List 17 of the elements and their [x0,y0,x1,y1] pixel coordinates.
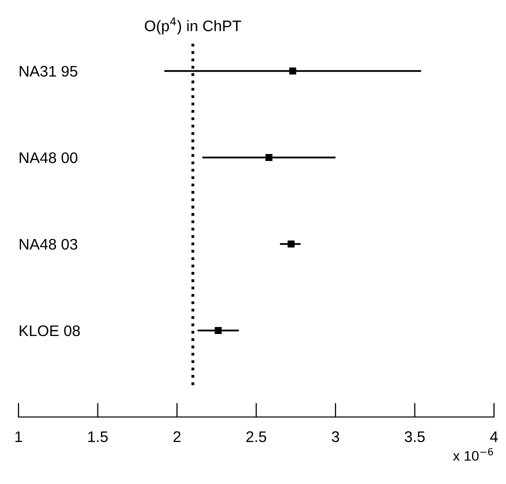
x-tick-label: 1 [15,431,22,442]
y-tick-label: NA48 00 [20,152,78,164]
point [265,154,272,161]
point [288,240,295,248]
x-tick-label: 3.5 [404,431,425,442]
ref-line-label: O(p$^{4}$) in ChPT [144,18,242,34]
x-tick-label: 4 [490,431,498,442]
x-tick-label: 2 [174,431,180,442]
y-tick-label: KLOE 08 [20,325,80,336]
x-tick-label: 1.5 [88,431,108,442]
y-tick-label: NA31 95 [20,66,78,77]
point [289,68,296,74]
x-tick-label: 2.5 [246,431,266,442]
point [214,327,222,334]
x-tick-label: 3 [332,431,340,442]
x-axis-title: x 10$^{−6}$ [453,448,493,461]
y-tick-label: NA48 03 [20,238,78,250]
